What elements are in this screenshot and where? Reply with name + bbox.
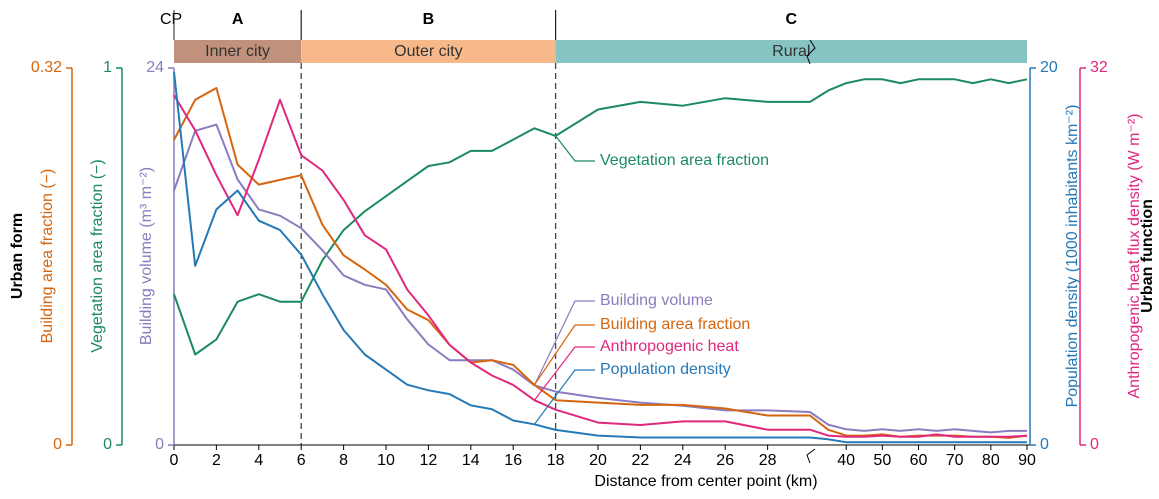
axis-break <box>806 448 816 464</box>
y-tick-label: 0 <box>103 436 112 453</box>
x-tick-label: 22 <box>632 452 650 469</box>
x-tick-label: 16 <box>504 452 522 469</box>
y-axis-title: Vegetation area fraction (−) <box>89 159 106 352</box>
region-letter: C <box>786 11 798 28</box>
origin-label: CP <box>160 11 182 28</box>
series-line <box>173 87 1028 439</box>
x-tick-label: 40 <box>837 452 855 469</box>
y-tick-label: 20 <box>1040 59 1058 76</box>
y-axis-title: Anthropogenic heat flux density (W m⁻²) <box>1126 113 1143 398</box>
region-letter: B <box>423 11 435 28</box>
region-band <box>301 40 556 63</box>
x-tick-label: 2 <box>212 452 221 469</box>
y-axis-title: Building volume (m³ m⁻²) <box>138 167 155 345</box>
region-band <box>555 40 1027 63</box>
y-tick-label: 32 <box>1090 59 1108 76</box>
y-tick-label: 1 <box>103 59 112 76</box>
group-label: Urban function <box>1139 199 1156 313</box>
axis-break <box>806 39 816 65</box>
x-tick-label: 8 <box>339 452 348 469</box>
x-tick-label: 26 <box>716 452 734 469</box>
x-tick-label: 90 <box>1018 452 1036 469</box>
region-band <box>174 40 302 63</box>
x-tick-label: 18 <box>547 452 565 469</box>
legend-leader <box>533 369 595 425</box>
legend-leader <box>533 300 595 386</box>
x-tick-label: 28 <box>759 452 777 469</box>
y-axis-title: Population density (1000 inhabitants km⁻… <box>1064 105 1081 408</box>
x-tick-label: 24 <box>674 452 692 469</box>
y-tick-label: 0 <box>1040 436 1049 453</box>
y-tick-label: 0.32 <box>31 59 62 76</box>
region-name: Outer city <box>394 43 462 60</box>
x-tick-label: 70 <box>946 452 964 469</box>
legend-label: Population density <box>600 361 731 378</box>
x-tick-label: 4 <box>254 452 263 469</box>
x-tick-label: 50 <box>873 452 891 469</box>
series-line <box>173 71 1027 444</box>
x-tick-label: 14 <box>462 452 480 469</box>
y-axis-title: Building area fraction (−) <box>39 169 56 344</box>
x-tick-label: 6 <box>297 452 306 469</box>
region-name: Inner city <box>205 43 270 60</box>
legend-label: Anthropogenic heat <box>600 338 739 355</box>
x-tick-label: 60 <box>910 452 928 469</box>
legend-label: Vegetation area fraction <box>600 152 769 169</box>
x-tick-label: 80 <box>982 452 1000 469</box>
legend-leader <box>533 346 595 401</box>
x-tick-label: 10 <box>377 452 395 469</box>
x-tick-label: 0 <box>170 452 179 469</box>
series-line <box>173 94 1028 438</box>
y-tick-label: 0 <box>53 436 62 453</box>
legend-label: Building volume <box>600 292 713 309</box>
region-letter: A <box>232 11 244 28</box>
x-tick-label: 12 <box>420 452 438 469</box>
y-tick-label: 0 <box>1090 436 1099 453</box>
group-label: Urban form <box>9 213 26 299</box>
legend-leader <box>533 324 595 386</box>
series-line <box>173 78 1028 356</box>
legend-leader <box>555 135 595 162</box>
series-line <box>173 123 1027 434</box>
legend-label: Building area fraction <box>600 316 750 333</box>
region-name: Rural <box>772 43 810 60</box>
x-axis-title: Distance from center point (km) <box>594 473 817 490</box>
y-tick-label: 0 <box>155 436 164 453</box>
x-tick-label: 20 <box>589 452 607 469</box>
y-tick-label: 24 <box>146 59 164 76</box>
